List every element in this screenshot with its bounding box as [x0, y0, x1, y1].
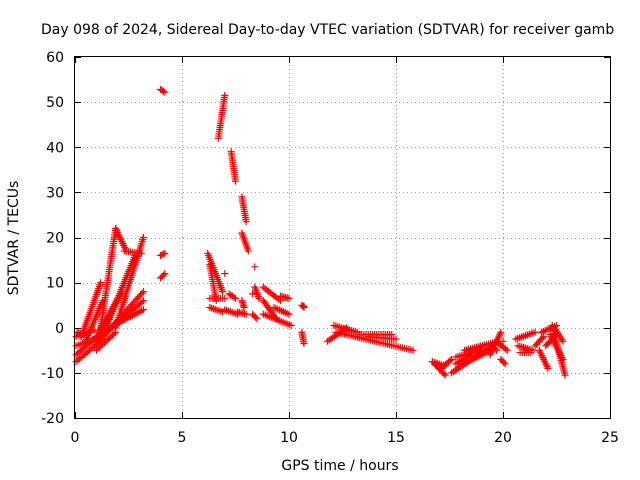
- data-point: [161, 249, 169, 257]
- data-point: [108, 331, 116, 339]
- data-point: [97, 342, 105, 350]
- data-point: [448, 355, 456, 363]
- data-point: [161, 88, 169, 96]
- data-point: [139, 288, 147, 296]
- data-point: [561, 371, 569, 379]
- data-point: [558, 336, 566, 344]
- data-point: [287, 321, 295, 329]
- data-point: [253, 315, 261, 323]
- x-tick-label: 20: [494, 430, 512, 446]
- y-tick-label: 10: [46, 276, 64, 292]
- data-point: [500, 358, 508, 366]
- data-point: [92, 346, 100, 354]
- data-point: [161, 270, 169, 278]
- data-point: [244, 247, 252, 255]
- data-point: [139, 297, 147, 305]
- data-point: [139, 306, 147, 314]
- x-tick-label: 25: [601, 430, 619, 446]
- data-point: [230, 293, 238, 301]
- data-point: [110, 330, 118, 338]
- y-tick-label: 0: [55, 321, 64, 337]
- data-point: [139, 234, 147, 241]
- data-point: [232, 294, 239, 302]
- data-point: [503, 346, 511, 354]
- data-point: [94, 345, 102, 353]
- data-point: [221, 91, 229, 99]
- data-point: [219, 288, 227, 296]
- data-point: [531, 328, 539, 336]
- data-point: [99, 340, 107, 348]
- data-point: [441, 371, 449, 379]
- data-point: [300, 340, 308, 348]
- data-point: [499, 337, 507, 345]
- x-axis-label: GPS time / hours: [281, 458, 398, 474]
- data-point: [300, 302, 308, 310]
- data-point: [392, 335, 400, 343]
- data-point: [100, 339, 108, 347]
- data-point: [285, 294, 293, 302]
- data-point: [544, 364, 552, 372]
- data-point: [159, 87, 167, 95]
- data-point: [538, 334, 546, 342]
- plot-frame: [74, 56, 611, 419]
- y-tick-label: 20: [46, 231, 64, 247]
- data-points: [72, 85, 569, 379]
- data-point: [138, 298, 146, 306]
- data-point: [501, 360, 509, 368]
- x-tick-label: 15: [387, 430, 405, 446]
- y-tick-label: 50: [46, 95, 64, 111]
- data-point: [242, 310, 250, 318]
- y-axis-label: SDTVAR / TECUs: [6, 181, 22, 296]
- data-point: [242, 218, 250, 226]
- data-point: [107, 333, 115, 341]
- y-tick-label: 40: [46, 140, 64, 156]
- tick-labels: 0 5 10 15 20 25 -20 -10 0 10 20 30 40 50 60: [41, 50, 619, 446]
- data-point: [446, 357, 454, 365]
- data-point: [104, 336, 112, 344]
- data-point: [285, 310, 293, 318]
- data-point: [249, 290, 257, 298]
- chart-title: Day 098 of 2024, Sidereal Day-to-day VTE…: [41, 22, 614, 38]
- data-point: [221, 270, 229, 278]
- data-point: [221, 294, 229, 302]
- data-point: [251, 263, 259, 271]
- x-tick-label: 0: [71, 430, 80, 446]
- data-point: [240, 303, 248, 311]
- x-tick-label: 5: [178, 430, 187, 446]
- data-point: [105, 334, 113, 342]
- y-tick-label: -10: [41, 366, 64, 382]
- data-point: [491, 345, 499, 353]
- grid-lines: [75, 57, 610, 418]
- data-point: [137, 249, 145, 257]
- data-point: [493, 346, 501, 354]
- data-point: [440, 370, 448, 378]
- y-tick-label: 30: [46, 185, 64, 201]
- data-point: [559, 337, 567, 345]
- data-point: [159, 271, 167, 279]
- data-point: [102, 337, 110, 345]
- data-point: [409, 346, 417, 354]
- y-tick-label: -20: [41, 411, 64, 427]
- data-point: [97, 279, 105, 287]
- axis-ticks: [75, 57, 611, 419]
- data-point: [138, 289, 146, 297]
- data-point: [502, 345, 510, 353]
- data-point: [96, 343, 104, 351]
- data-point: [232, 177, 239, 185]
- x-tick-label: 10: [280, 430, 298, 446]
- data-point: [251, 313, 259, 321]
- data-point: [159, 250, 167, 258]
- data-point: [255, 294, 263, 302]
- data-point: [527, 349, 535, 357]
- y-tick-label: 60: [46, 50, 64, 66]
- data-point: [497, 328, 505, 336]
